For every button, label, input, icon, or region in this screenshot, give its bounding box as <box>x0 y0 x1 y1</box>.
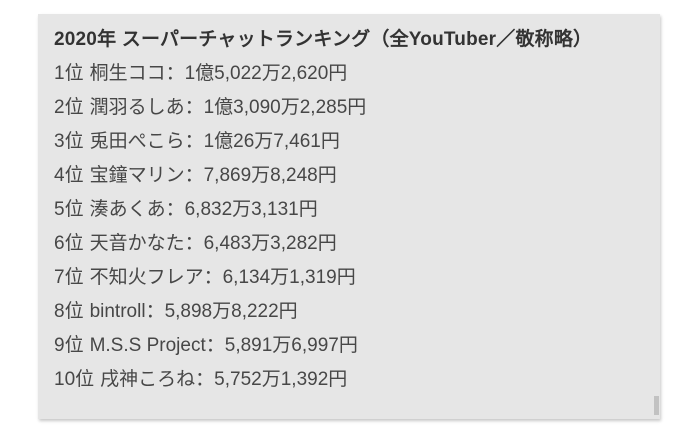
amount-value: 7,869万8,248円 <box>203 165 337 186</box>
amount-value: 6,483万3,282円 <box>203 233 337 254</box>
channel-name: 戌神ころね <box>100 369 196 390</box>
channel-name: 桐生ココ <box>89 63 166 84</box>
rank-label: 6位 <box>54 233 84 254</box>
ranking-panel: 2020年 スーパーチャットランキング（全YouTuber／敬称略） 1位 桐生コ… <box>38 14 660 419</box>
ranking-row-5: 5位 湊あくあ：6,832万3,131円 <box>54 193 644 227</box>
channel-name: 天音かなた <box>89 233 185 254</box>
ranking-row-2: 2位 潤羽るしあ：1億3,090万2,285円 <box>54 91 644 125</box>
amount-value: 1億26万7,461円 <box>203 131 340 152</box>
separator-colon: ： <box>165 199 185 220</box>
rank-label: 3位 <box>54 131 84 152</box>
amount-value: 5,898万8,222円 <box>164 301 298 322</box>
ranking-row-8: 8位 bintroll：5,898万8,222円 <box>54 295 644 329</box>
channel-name: 宝鐘マリン <box>89 165 185 186</box>
channel-name: 潤羽るしあ <box>89 97 185 118</box>
amount-value: 6,832万3,131円 <box>184 199 318 220</box>
channel-name: M.S.S Project <box>89 335 206 356</box>
separator-colon: ： <box>184 233 204 254</box>
separator-colon: ： <box>165 63 185 84</box>
rank-label: 2位 <box>54 97 84 118</box>
ranking-row-3: 3位 兎田ぺこら：1億26万7,461円 <box>54 125 644 159</box>
separator-colon: ： <box>184 131 204 152</box>
amount-value: 6,134万1,319円 <box>222 267 356 288</box>
separator-colon: ： <box>205 335 225 356</box>
ranking-row-6: 6位 天音かなた：6,483万3,282円 <box>54 227 644 261</box>
amount-value: 1億3,090万2,285円 <box>203 97 367 118</box>
separator-colon: ： <box>184 165 204 186</box>
ranking-row-10: 10位 戌神ころね：5,752万1,392円 <box>54 363 644 397</box>
separator-colon: ： <box>195 369 215 390</box>
amount-value: 1億5,022万2,620円 <box>184 63 348 84</box>
ranking-row-1: 1位 桐生ココ：1億5,022万2,620円 <box>54 57 644 91</box>
rank-label: 7位 <box>54 267 84 288</box>
amount-value: 5,752万1,392円 <box>214 369 348 390</box>
amount-value: 5,891万6,997円 <box>224 335 358 356</box>
channel-name: 湊あくあ <box>89 199 166 220</box>
separator-colon: ： <box>145 301 165 322</box>
rank-label: 5位 <box>54 199 84 220</box>
ranking-row-9: 9位 M.S.S Project：5,891万6,997円 <box>54 329 644 363</box>
rank-label: 8位 <box>54 301 84 322</box>
rank-label: 10位 <box>54 369 95 390</box>
ranking-row-7: 7位 不知火フレア：6,134万1,319円 <box>54 261 644 295</box>
channel-name: 不知火フレア <box>89 267 204 288</box>
rank-label: 9位 <box>54 335 84 356</box>
scrollbar-thumb[interactable] <box>654 396 659 415</box>
ranking-list: 1位 桐生ココ：1億5,022万2,620円 2位 潤羽るしあ：1億3,090万2,… <box>54 57 644 397</box>
rank-label: 4位 <box>54 165 84 186</box>
channel-name: bintroll <box>89 301 146 322</box>
channel-name: 兎田ぺこら <box>89 131 185 152</box>
separator-colon: ： <box>184 97 204 118</box>
rank-label: 1位 <box>54 63 84 84</box>
ranking-row-4: 4位 宝鐘マリン：7,869万8,248円 <box>54 159 644 193</box>
panel-title: 2020年 スーパーチャットランキング（全YouTuber／敬称略） <box>54 29 593 50</box>
separator-colon: ： <box>203 267 223 288</box>
